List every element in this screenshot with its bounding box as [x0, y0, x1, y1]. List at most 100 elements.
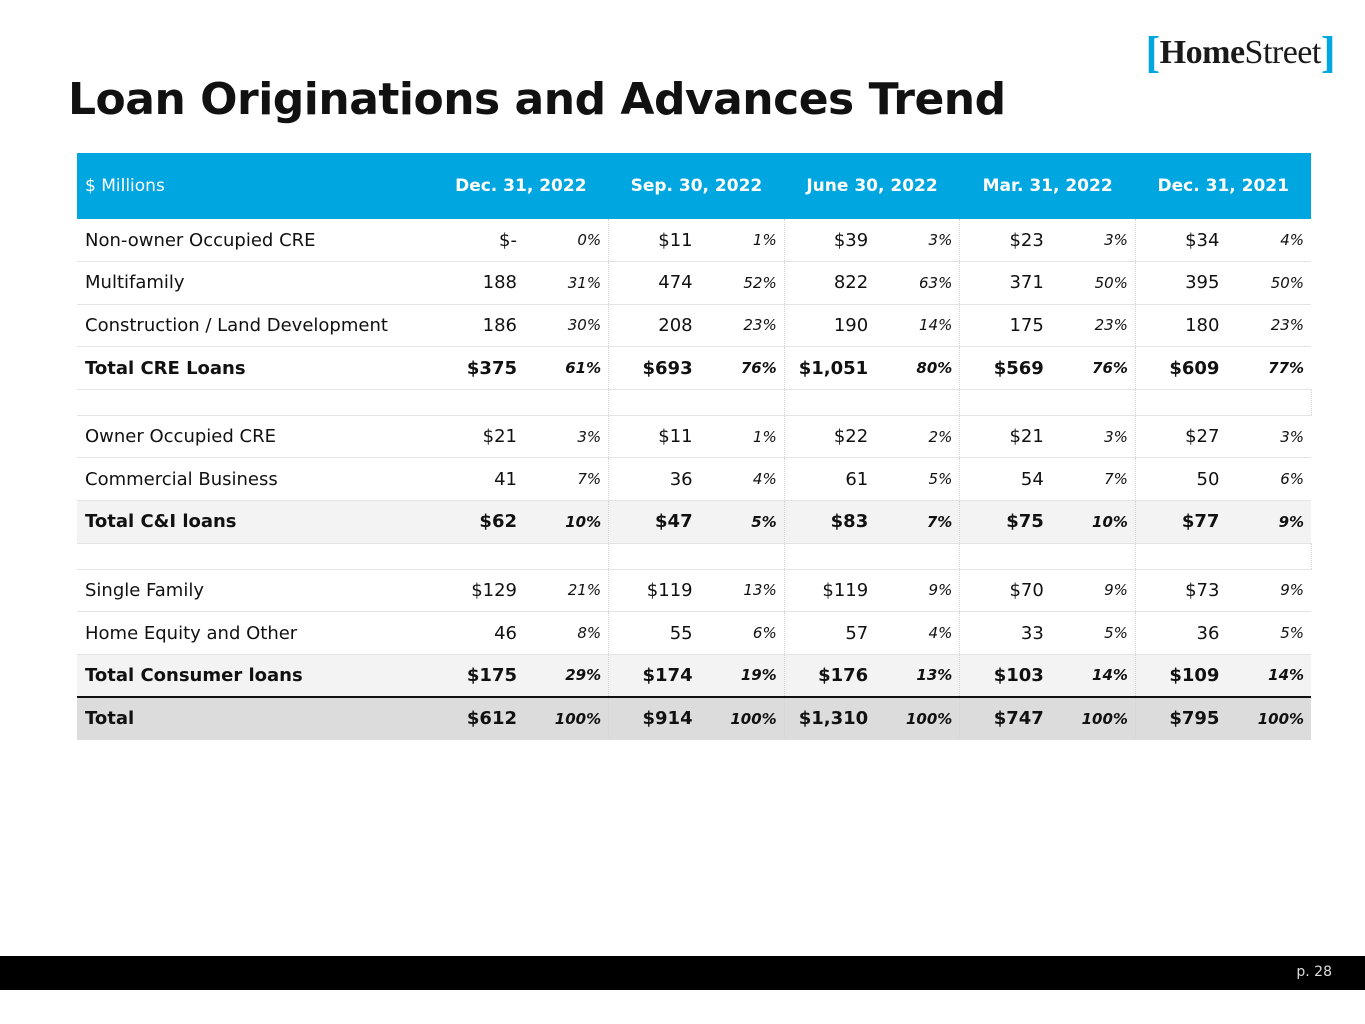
amount-cell: 50 — [1135, 457, 1220, 502]
row-label: Commercial Business — [77, 457, 433, 502]
percent-cell: 100% — [1043, 695, 1136, 740]
spacer-cell — [784, 543, 869, 570]
amount-cell: $129 — [433, 569, 517, 613]
spacer-cell — [77, 389, 433, 416]
page-title: Loan Originations and Advances Trend — [68, 74, 1006, 125]
spacer-cell — [784, 389, 869, 416]
row-label: Home Equity and Other — [77, 611, 433, 655]
amount-cell: $73 — [1135, 569, 1220, 613]
percent-cell: 100% — [517, 695, 610, 740]
percent-cell: 14% — [1043, 654, 1136, 698]
amount-cell: 36 — [1135, 611, 1220, 655]
amount-cell: $70 — [959, 569, 1044, 613]
amount-cell: 186 — [433, 304, 517, 348]
spacer-cell — [517, 543, 610, 570]
amount-cell: 36 — [608, 457, 693, 502]
percent-cell: 19% — [692, 654, 785, 698]
period-header: Mar. 31, 2022 — [982, 176, 1113, 196]
table-row: Non-owner Occupied CRE $- 0% $11 1% $39 3% $23 3… — [77, 219, 1312, 263]
amount-cell: $1,310 — [784, 695, 869, 740]
percent-cell: 7% — [1043, 457, 1136, 502]
percent-cell: 5% — [1219, 611, 1312, 655]
amount-cell: 371 — [959, 261, 1044, 305]
amount-cell: $77 — [1135, 500, 1220, 544]
percent-cell: 3% — [1219, 415, 1312, 459]
percent-cell: 14% — [1219, 654, 1312, 698]
percent-cell: 4% — [868, 611, 961, 655]
amount-cell: $109 — [1135, 654, 1220, 698]
percent-cell: 21% — [517, 569, 610, 613]
percent-cell: 50% — [1219, 261, 1312, 305]
percent-cell: 4% — [692, 457, 785, 502]
amount-cell: 190 — [784, 304, 869, 348]
percent-cell: 100% — [1219, 695, 1312, 740]
amount-cell: $62 — [433, 500, 517, 544]
percent-cell: 14% — [868, 304, 961, 348]
homestreet-logo: [ Home Street ] — [1146, 28, 1336, 77]
logo-close-bracket: ] — [1320, 28, 1336, 77]
amount-cell: 57 — [784, 611, 869, 655]
percent-cell: 61% — [517, 346, 610, 390]
table-row: Home Equity and Other 46 8% 55 6% 57 4% 33 5% 36 5… — [77, 611, 1312, 655]
table-header-row: $ Millions Dec. 31, 2022 Sep. 30, 2022 J… — [77, 153, 1312, 219]
spacer-cell — [608, 543, 693, 570]
percent-cell: 3% — [1043, 415, 1136, 459]
amount-cell: $795 — [1135, 695, 1220, 740]
percent-cell: 3% — [1043, 219, 1136, 263]
amount-cell: 395 — [1135, 261, 1220, 305]
percent-cell: 1% — [692, 219, 785, 263]
percent-cell: 9% — [1219, 500, 1312, 544]
row-label: Total — [77, 695, 433, 740]
percent-cell: 10% — [517, 500, 610, 544]
logo-street: Street — [1244, 34, 1322, 71]
table-row: Multifamily 188 31% 474 52% 822 63% 371 50% 395 50… — [77, 261, 1312, 305]
percent-cell: 0% — [517, 219, 610, 263]
amount-cell: $612 — [433, 695, 517, 740]
table-row: Owner Occupied CRE $21 3% $11 1% $22 2% $21 3% $2… — [77, 415, 1312, 459]
amount-cell: $914 — [608, 695, 693, 740]
amount-cell: 188 — [433, 261, 517, 305]
percent-cell: 6% — [1219, 457, 1312, 502]
amount-cell: 55 — [608, 611, 693, 655]
percent-cell: 31% — [517, 261, 610, 305]
spacer-cell — [959, 543, 1044, 570]
subtotal-row: Total Consumer loans $175 29% $174 19% $176 13… — [77, 654, 1312, 698]
percent-cell: 76% — [1043, 346, 1136, 390]
amount-cell: 474 — [608, 261, 693, 305]
spacer-cell — [868, 543, 961, 570]
row-label: Multifamily — [77, 261, 433, 305]
percent-cell: 4% — [1219, 219, 1312, 263]
amount-cell: $375 — [433, 346, 517, 390]
percent-cell: 8% — [517, 611, 610, 655]
percent-cell: 63% — [868, 261, 961, 305]
percent-cell: 7% — [868, 500, 961, 544]
percent-cell: 5% — [868, 457, 961, 502]
period-header: Sep. 30, 2022 — [630, 176, 763, 196]
percent-cell: 13% — [868, 654, 961, 698]
spacer-cell — [1043, 389, 1136, 416]
logo-home: Home — [1159, 34, 1245, 71]
percent-cell: 9% — [1219, 569, 1312, 613]
percent-cell: 77% — [1219, 346, 1312, 390]
spacer-row — [77, 543, 1312, 570]
amount-cell: $21 — [433, 415, 517, 459]
percent-cell: 5% — [692, 500, 785, 544]
spacer-cell — [517, 389, 610, 416]
percent-cell: 80% — [868, 346, 961, 390]
amount-cell: $693 — [608, 346, 693, 390]
amount-cell: 46 — [433, 611, 517, 655]
row-label: Total C&I loans — [77, 500, 433, 544]
amount-cell: 61 — [784, 457, 869, 502]
row-label: Construction / Land Development — [77, 304, 433, 348]
amount-cell: 208 — [608, 304, 693, 348]
spacer-row — [77, 389, 1312, 416]
grand-total-row: Total $612 100% $914 100% $1,310 100% $747 100% $… — [77, 695, 1312, 740]
amount-cell: $34 — [1135, 219, 1220, 263]
amount-cell: $119 — [784, 569, 869, 613]
table-row: Single Family $129 21% $119 13% $119 9% $70 9% $7… — [77, 569, 1312, 613]
percent-cell: 10% — [1043, 500, 1136, 544]
percent-cell: 7% — [517, 457, 610, 502]
amount-cell: 180 — [1135, 304, 1220, 348]
amount-cell: $176 — [784, 654, 869, 698]
percent-cell: 1% — [692, 415, 785, 459]
